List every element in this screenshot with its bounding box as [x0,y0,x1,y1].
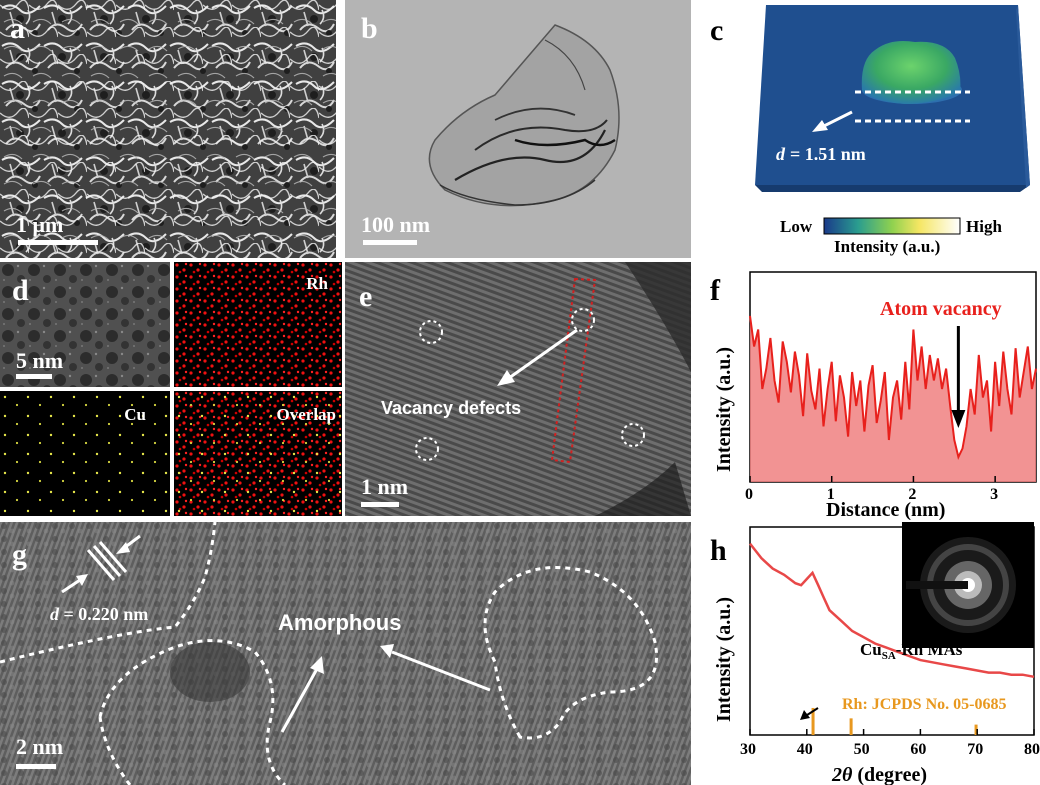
scale-bar-label: 1 nm [361,474,409,499]
scale-bar [18,240,98,245]
x-tick-label: 30 [740,741,756,758]
afm-3d-plot: d = 1.51 nm Low High Intensity (a.u.) [755,5,1030,256]
scale-bar-label: 5 nm [16,348,64,373]
panel-label: e [359,280,373,313]
panel-label: f [710,274,720,307]
panel-label: b [361,12,378,45]
scale-bar-label: 100 nm [361,212,431,237]
d-label-prefix: d [776,144,786,164]
panel-e: e Vacancy defects 1 nm [345,262,691,516]
x-axis-label: 2θ (degree) [831,764,927,785]
haadf-image [0,262,170,387]
d-label-value: = 1.51 nm [790,144,866,164]
y-axis-label: Intensity (a.u.) [713,597,735,722]
colorbar-high-label: High [966,217,1002,236]
line-profile-chart: 0 1 2 3 Atom vacancy Distance (nm) Intensit… [713,271,1037,520]
rh-map-label: Rh [306,274,328,293]
panel-c: d = 1.51 nm Low High Intensity (a.u.) c [700,0,1040,258]
x-tick-label: 0 [745,486,753,503]
vacancy-defects-label: Vacancy defects [381,398,522,418]
sem-image [0,0,336,258]
d-spacing-prefix: d [50,604,59,624]
panel-label: h [710,534,727,567]
scale-bar-label: 1 μm [16,212,64,237]
cu-map: Cu [0,391,170,516]
panel-label: g [12,538,27,571]
atom-vacancy-label: Atom vacancy [880,298,1002,320]
series-label: CuSA-Rh MAs [860,640,963,662]
x-tick-label: 60 [910,741,926,758]
panel-a: a 1 μm [0,0,336,258]
panel-label: d [12,274,29,307]
reference-label: Rh: JCPDS No. 05-0685 [842,696,1006,713]
overlap-map: Overlap [174,391,342,516]
d-spacing-label: d = 0.220 nm [50,604,148,625]
x-tick-label: 40 [797,741,813,758]
panel-h: 30 40 50 60 70 80 CuSA-Rh MAs Rh: JCPDS No. 0… [700,522,1040,785]
colorbar-low-label: Low [780,217,813,236]
line-scan-box [550,277,597,464]
x-tick-label: 50 [854,741,870,758]
panel-b: b 100 nm [345,0,691,258]
x-tick-label: 1 [827,486,835,503]
series-line [749,315,1037,460]
x-axis-label: Distance (nm) [826,499,945,520]
overlap-map-label: Overlap [276,405,337,424]
rh-map: Rh [174,262,342,387]
panel-f: 0 1 2 3 Atom vacancy Distance (nm) Intensit… [700,262,1040,520]
y-axis-label: Intensity (a.u.) [713,347,735,472]
d-spacing-value: = 0.220 nm [63,604,149,624]
vacancy-arrow-head [951,410,966,428]
tem-image [345,0,691,258]
panel-g: g d = 0.220 nm Amorphous 2 nm [0,522,691,785]
colorbar-title: Intensity (a.u.) [834,237,940,256]
panel-label: c [710,14,724,47]
panel-d: d 5 nm Rh [0,262,342,516]
x-tick-label: 2 [908,486,916,503]
cu-map-label: Cu [124,405,146,424]
hrtem-image [345,262,691,516]
x-tick-label: 70 [967,741,983,758]
scale-bar [363,240,417,245]
scale-bar-label: 2 nm [16,734,64,759]
series-line [749,542,1035,679]
x-tick-label: 3 [990,486,998,503]
amorphous-label: Amorphous [278,610,402,635]
scale-bar [16,374,52,379]
panel-label: a [10,12,25,45]
xrd-chart: 30 40 50 60 70 80 CuSA-Rh MAs Rh: JCPDS No. 0… [713,522,1040,785]
scale-bar [361,502,399,507]
saed-inset [902,522,1034,648]
hrtem-amorphous-image [0,522,691,785]
x-tick-label: 80 [1024,741,1040,758]
scale-bar [16,764,56,769]
colorbar [823,217,961,235]
